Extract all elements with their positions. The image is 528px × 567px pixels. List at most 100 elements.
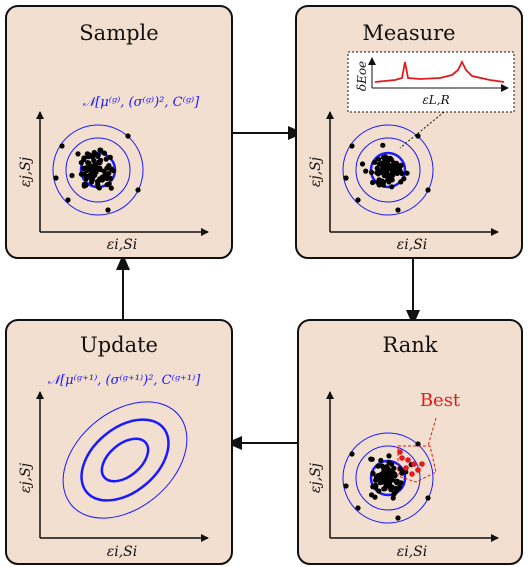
- contour-outer: [342, 432, 434, 524]
- sample-point: [375, 463, 381, 469]
- sample-point: [97, 176, 103, 182]
- sample-point: [135, 187, 141, 193]
- sample-point: [349, 451, 355, 457]
- inset-x-label: εL,R: [422, 93, 449, 107]
- sample-point: [384, 157, 390, 163]
- sample-point: [397, 484, 403, 490]
- sample-point: [380, 182, 386, 188]
- sample-point: [369, 456, 375, 462]
- sample-point: [69, 172, 75, 179]
- sample-point: [425, 187, 431, 193]
- sample-point: [102, 172, 109, 178]
- sample-point: [363, 168, 369, 174]
- contour-middle: [355, 445, 421, 511]
- sample-point: [415, 133, 421, 139]
- sample-point: [372, 483, 378, 489]
- y-axis-label: εj,Sj: [18, 156, 34, 187]
- sample-points: [343, 133, 431, 213]
- sample-point: [384, 464, 390, 470]
- sample-point: [368, 169, 375, 175]
- best-point: [403, 465, 409, 471]
- sample-point: [378, 471, 384, 477]
- sample-point: [383, 172, 389, 178]
- sample-point: [84, 165, 90, 171]
- y-axis-label: εj,Sj: [18, 462, 34, 493]
- best-region-outline: [397, 445, 437, 483]
- contour-outer: [62, 401, 188, 519]
- sample-point: [355, 197, 361, 203]
- sample-point: [85, 160, 91, 166]
- panel-update-box: [5, 319, 233, 565]
- sample-point: [103, 156, 109, 162]
- sample-point: [391, 160, 397, 166]
- x-axis-label: εi,Si: [397, 237, 428, 253]
- sample-point: [86, 152, 92, 158]
- sample-point: [404, 170, 410, 176]
- sample-point: [98, 147, 104, 153]
- sample-points: [343, 441, 431, 521]
- sample-point: [391, 491, 397, 497]
- sample-point: [380, 142, 386, 148]
- inset-pointer: [399, 111, 445, 149]
- sample-point: [401, 176, 407, 182]
- sample-point: [355, 505, 361, 511]
- sample-point: [395, 515, 401, 521]
- best-point: [399, 455, 405, 461]
- y-axis-label: εj,Sj: [308, 156, 324, 187]
- sample-point: [403, 469, 409, 475]
- sample-point: [376, 156, 382, 162]
- sample-point: [399, 470, 405, 476]
- sample-point: [91, 149, 97, 156]
- panel-sample: Sample 𝒩[μ⁽ᵍ⁾, (σ⁽ᵍ⁾)², C⁽ᵍ⁾] εi,Si εj,S…: [5, 5, 233, 259]
- sample-point: [393, 478, 399, 484]
- sample-point: [343, 483, 349, 489]
- contour-outer: [342, 124, 434, 216]
- sample-point: [386, 453, 392, 459]
- sample-point: [393, 168, 399, 174]
- sample-point: [395, 207, 401, 213]
- sample-point: [125, 133, 131, 139]
- sample-point: [377, 168, 383, 174]
- x-axis-label: εi,Si: [397, 544, 428, 560]
- sample-point: [386, 164, 392, 170]
- sample-point: [343, 175, 349, 181]
- sample-point: [369, 492, 375, 498]
- sample-point: [389, 184, 395, 190]
- sample-point: [59, 143, 65, 149]
- sample-point: [425, 495, 431, 501]
- sample-point: [380, 479, 386, 485]
- contour-middle: [65, 137, 131, 203]
- sample-point: [375, 179, 381, 186]
- sample-point: [88, 169, 95, 175]
- sample-point: [399, 170, 405, 176]
- sample-point: [78, 160, 84, 166]
- sample-point: [78, 171, 84, 177]
- spectrum-inset: εL,R δEoe: [347, 51, 515, 149]
- sample-point: [107, 154, 113, 160]
- sample-point: [81, 181, 87, 187]
- sample-point: [349, 143, 355, 149]
- sample-point: [398, 179, 404, 185]
- sample-point: [53, 175, 59, 181]
- x-axis-label: εi,Si: [107, 544, 138, 560]
- sample-point: [105, 207, 111, 213]
- best-point: [405, 457, 411, 463]
- sample-point: [370, 179, 376, 186]
- contour-inner: [100, 437, 150, 483]
- sample-point: [104, 182, 110, 188]
- sample-point: [91, 162, 97, 168]
- panel-title: Rank: [382, 333, 437, 357]
- distribution-formula: 𝒩[μ⁽ᵍ⁾, (σ⁽ᵍ⁾)², C⁽ᵍ⁾]: [83, 95, 200, 110]
- best-point: [409, 471, 415, 477]
- updated-contours: [62, 401, 188, 519]
- inset-y-label: δEoe: [355, 61, 369, 91]
- sample-point: [386, 179, 392, 185]
- panel-title: Sample: [79, 21, 158, 45]
- flow-connectors: [116, 126, 420, 450]
- best-point: [411, 461, 417, 467]
- sample-point: [376, 488, 382, 494]
- contour-middle: [355, 137, 421, 203]
- sample-point: [389, 461, 395, 467]
- panel-title: Measure: [362, 21, 455, 45]
